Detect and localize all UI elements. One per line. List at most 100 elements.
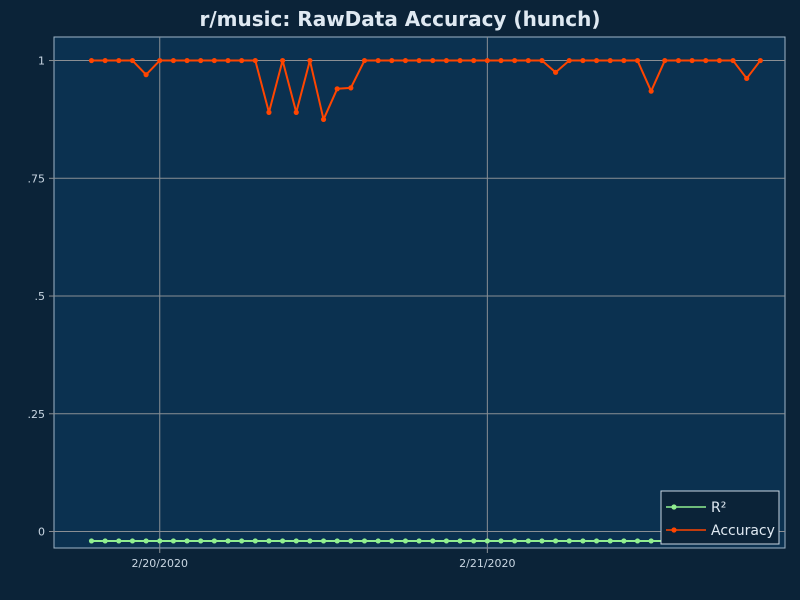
data-point — [593, 57, 600, 64]
data-point — [252, 538, 258, 544]
data-point — [361, 538, 368, 544]
y-tick-label: 1 — [38, 55, 45, 68]
data-point — [143, 538, 149, 544]
data-point — [116, 538, 122, 544]
data-point — [402, 57, 409, 64]
y-tick-label: .75 — [28, 172, 46, 185]
data-point — [675, 57, 682, 64]
data-point — [252, 57, 258, 64]
data-point — [198, 57, 204, 64]
data-point — [334, 86, 340, 92]
data-point — [88, 538, 95, 544]
data-point — [143, 72, 149, 78]
data-point — [375, 57, 381, 64]
data-point — [471, 57, 477, 64]
data-point — [471, 538, 477, 544]
data-point — [484, 538, 490, 544]
data-point — [757, 57, 763, 64]
data-point — [525, 538, 531, 544]
data-point — [512, 538, 518, 544]
data-point — [525, 57, 531, 64]
data-point — [744, 75, 750, 82]
series-accuracy — [88, 57, 763, 123]
data-point — [484, 57, 490, 64]
data-point — [266, 109, 272, 115]
data-point — [703, 57, 709, 64]
x-tick-label: 2/21/2020 — [459, 557, 515, 570]
data-point — [239, 57, 245, 64]
data-point — [662, 57, 668, 64]
legend-label: Accuracy — [711, 523, 775, 539]
data-point — [157, 57, 163, 64]
data-point — [689, 57, 695, 64]
legend-swatch-marker — [671, 504, 677, 510]
axis-ticks: 0 .25 .5 .75 1 2/20/2020 2/21/2020 — [28, 55, 516, 570]
data-point — [320, 538, 327, 544]
legend: R² Accuracy — [660, 490, 780, 545]
data-point — [512, 57, 518, 64]
series-layer — [88, 57, 763, 544]
data-point — [730, 57, 736, 64]
data-point — [116, 57, 122, 64]
chart-title: r/music: RawData Accuracy (hunch) — [199, 7, 600, 31]
data-point — [280, 538, 286, 544]
data-point — [348, 85, 354, 91]
data-point — [102, 538, 108, 544]
data-point — [211, 57, 217, 64]
data-point — [443, 538, 449, 544]
data-point — [307, 57, 313, 64]
data-point — [266, 538, 272, 544]
data-point — [88, 57, 95, 64]
data-point — [280, 57, 286, 64]
legend-label: R² — [711, 500, 726, 516]
data-point — [184, 538, 190, 544]
data-point — [334, 538, 340, 544]
legend-swatch-marker — [671, 527, 677, 533]
data-point — [648, 88, 654, 94]
data-point — [607, 57, 613, 64]
data-point — [307, 538, 313, 544]
data-point — [198, 538, 204, 544]
data-point — [553, 538, 559, 544]
data-point — [566, 538, 572, 544]
data-point — [129, 57, 136, 64]
data-point — [225, 57, 231, 64]
data-point — [539, 57, 545, 64]
data-point — [170, 57, 176, 64]
data-point — [716, 57, 723, 64]
data-point — [416, 538, 422, 544]
data-point — [375, 538, 381, 544]
plot-area — [53, 36, 786, 549]
data-point — [361, 57, 368, 64]
data-point — [539, 538, 545, 544]
data-point — [102, 57, 108, 64]
data-point — [498, 57, 504, 64]
data-point — [580, 57, 586, 64]
data-point — [416, 57, 422, 64]
data-point — [607, 538, 613, 544]
y-tick-label: .5 — [35, 290, 46, 303]
data-point — [348, 538, 354, 544]
data-point — [566, 57, 572, 64]
data-point — [580, 538, 586, 544]
data-point — [634, 538, 641, 544]
data-point — [443, 57, 449, 64]
data-point — [430, 538, 436, 544]
data-point — [389, 538, 395, 544]
data-point — [430, 57, 436, 64]
data-point — [457, 538, 463, 544]
data-point — [498, 538, 504, 544]
data-point — [621, 538, 627, 544]
data-point — [129, 538, 136, 544]
data-point — [593, 538, 600, 544]
y-tick-label: .25 — [28, 408, 46, 421]
legend-box — [660, 490, 780, 545]
data-point — [293, 109, 299, 115]
data-point — [320, 116, 327, 123]
x-tick-label: 2/20/2020 — [132, 557, 188, 570]
y-tick-label: 0 — [38, 526, 45, 539]
data-point — [157, 538, 163, 544]
data-point — [402, 538, 409, 544]
data-point — [648, 538, 654, 544]
data-point — [184, 57, 190, 64]
